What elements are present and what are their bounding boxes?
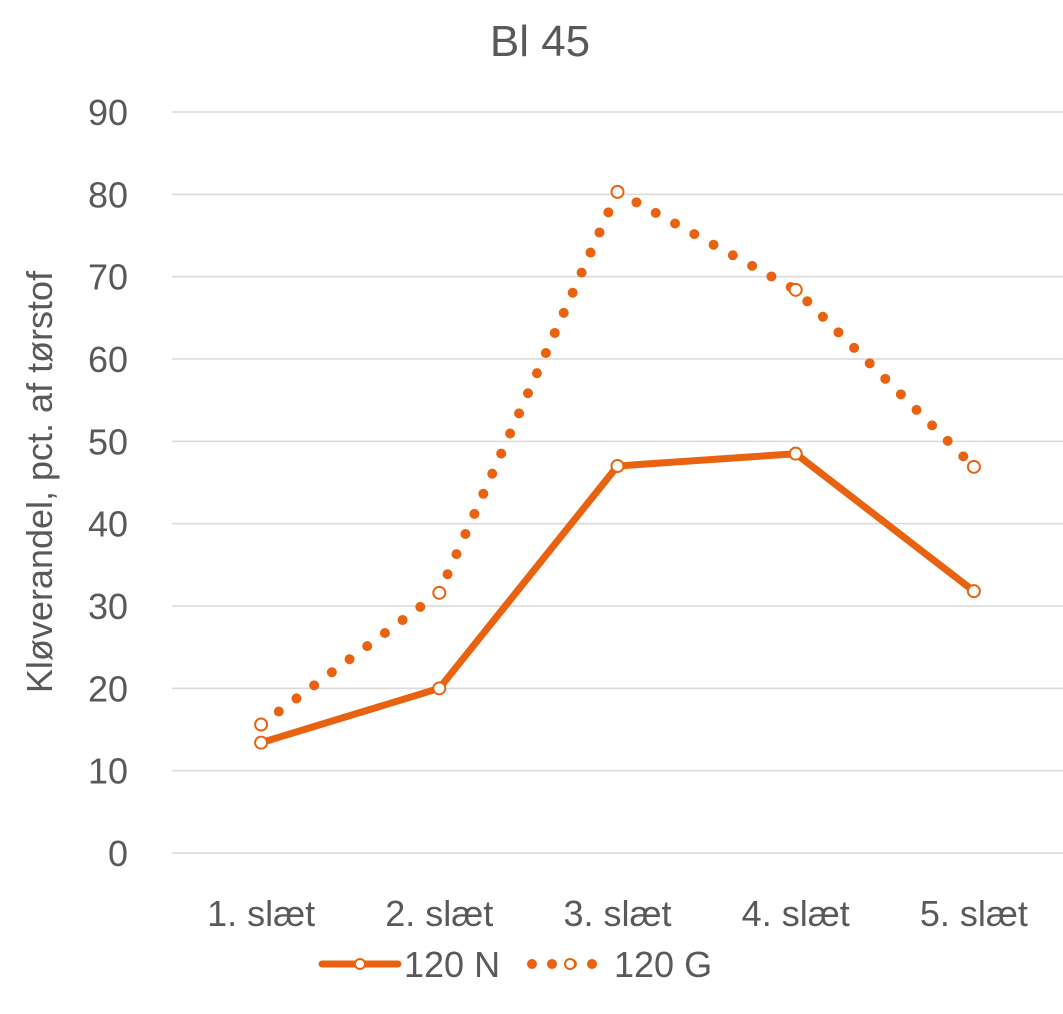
x-tick-label: 4. slæt	[742, 893, 850, 934]
y-axis-label: Kløverandel, pct. af tørstof	[19, 270, 60, 693]
series-line-0	[257, 450, 978, 747]
y-tick-label: 40	[88, 504, 128, 545]
x-tick-label: 5. slæt	[920, 893, 1028, 934]
data-point-0-2	[610, 459, 625, 474]
y-tick-label: 70	[88, 257, 128, 298]
y-tick-label: 10	[88, 751, 128, 792]
y-tick-label: 80	[88, 174, 128, 215]
data-point-1-1	[432, 585, 447, 600]
y-tick-label: 50	[88, 421, 128, 462]
chart-title: Bl 45	[490, 17, 590, 66]
legend-item-120-g: 120 G	[527, 944, 712, 985]
x-tick-label: 3. slæt	[563, 893, 671, 934]
y-tick-labels: 0 10 20 30 40 50 60 70 80 90	[88, 92, 128, 874]
series-group	[254, 184, 981, 750]
data-point-0-4	[966, 584, 981, 599]
data-point-1-0	[254, 717, 269, 732]
legend-marker-120-n	[354, 958, 366, 970]
data-point-0-3	[788, 446, 803, 461]
legend-marker-120-g	[564, 958, 576, 970]
y-tick-label: 30	[88, 586, 128, 627]
gridlines	[172, 111, 1063, 854]
y-tick-label: 0	[108, 833, 128, 874]
y-tick-label: 20	[88, 668, 128, 709]
data-point-0-1	[432, 681, 447, 696]
legend-item-120-n: 120 N	[318, 944, 500, 985]
series-line-1	[256, 186, 979, 730]
legend-label-120-n: 120 N	[404, 944, 500, 985]
y-tick-label: 90	[88, 92, 128, 133]
x-tick-label: 1. slæt	[207, 893, 315, 934]
x-tick-labels: 1. slæt 2. slæt 3. slæt 4. slæt 5. slæt	[207, 893, 1028, 934]
data-point-0-0	[254, 735, 269, 750]
legend: 120 N 120 G	[318, 944, 712, 985]
data-point-1-3	[788, 282, 803, 297]
data-point-1-4	[966, 459, 981, 474]
data-point-1-2	[610, 184, 625, 199]
legend-label-120-g: 120 G	[614, 944, 712, 985]
x-tick-label: 2. slæt	[385, 893, 493, 934]
y-tick-label: 60	[88, 339, 128, 380]
